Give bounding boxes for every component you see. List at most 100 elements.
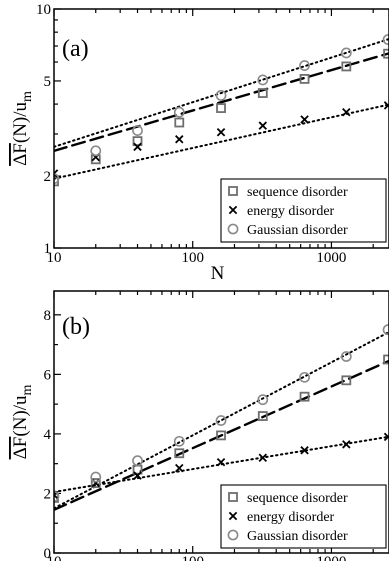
y-tick-label: 0 [44,546,52,561]
legend-marker [227,223,239,235]
x-tick-label: 10 [47,250,62,266]
data-point-stroke-b [133,471,142,480]
legend-entry: Gaussian disorder [247,529,348,544]
y-tick-label: 1 [44,241,52,257]
panel-label: (b) [62,314,90,340]
data-point [216,103,226,113]
data-point-stroke-b [342,107,351,117]
data-point [90,145,102,157]
data-point [173,106,185,118]
series-sequence-disorder [54,48,389,187]
legend-entry: sequence disorder [247,491,348,506]
plot-area [54,34,389,187]
data-point [299,391,310,402]
y-tick-label: 2 [44,169,52,185]
data-point [174,448,185,459]
legend-entry: sequence disorder [247,185,348,200]
data-point [257,411,268,421]
fit-line-dashed [54,52,389,153]
y-tick-label: 4 [44,427,52,443]
chart-panel-1: 10 100 1000 1 2 5 10 sequence disorder energy di… [10,2,389,284]
data-point [54,169,59,178]
data-point [133,142,142,152]
x-axis-label: N [211,263,225,284]
y-tick-label: 8 [44,308,52,324]
y-axis-label-overline: ΔF [10,437,31,460]
data-point-stroke-b [342,440,351,449]
data-point [215,90,227,101]
data-point [340,351,352,362]
x-tick-label: 1000 [316,554,346,561]
data-point [341,61,352,72]
data-point [216,457,226,467]
data-point-stroke-b [300,115,309,124]
data-point [340,47,352,59]
y-ticks [54,314,61,554]
legend-entry: energy disorder [247,204,335,219]
y-axis-label: ΔF(N)/um [10,91,35,166]
data-point [342,107,351,117]
legend-marker-stroke-b [228,511,238,521]
y-axis-label-sub: m [20,91,35,102]
series-energy-disorder [54,101,389,178]
data-point [382,34,389,45]
data-point-stroke-b [175,135,184,144]
y-axis-label-overline: ΔF [10,143,31,166]
plot-frame [53,290,389,554]
data-point-stroke-b [258,453,268,462]
data-point [300,115,309,124]
y-tick-label: 2 [44,486,52,502]
data-point-stroke-b [383,103,389,110]
data-point [90,478,101,488]
y-axis-label-main: (N)/u [10,101,31,143]
data-point [174,117,185,128]
data-point [383,101,389,110]
x-tick-label: 100 [181,250,204,266]
data-point [133,471,142,480]
data-point-stroke-b [175,463,184,473]
data-point [216,430,226,441]
y-axis-label-main: (N)/u [10,395,31,437]
data-point [257,74,269,86]
data-point [383,354,389,365]
data-point [383,432,389,442]
data-point [341,375,352,386]
fit-line-dotted [54,435,389,493]
series-energy-disorder [54,432,389,500]
data-point [383,48,389,59]
fit-line-dotted [54,37,389,148]
data-point-stroke-a [54,172,59,178]
data-point [173,435,185,447]
legend-marker [228,205,238,215]
series-Gaussian-disorder [54,324,389,502]
data-point [299,60,310,71]
data-point [132,455,143,467]
fit-line-dotted [54,103,389,180]
data-point [257,394,269,406]
x-tick-label: 10 [47,554,62,561]
y-axis-label-sub: m [20,384,35,395]
plot-frame [53,8,389,249]
legend-marker [227,529,239,541]
legend-box [220,484,387,549]
fit-line-dotted [54,330,389,510]
data-point [300,446,309,455]
data-point-stroke-b [300,446,309,455]
data-point [299,73,310,84]
data-point-stroke-b [216,457,226,467]
data-point-stroke-b [54,169,59,175]
plot-area [54,324,389,512]
data-point [215,415,227,426]
y-tick-label: 5 [44,74,52,90]
y-axis-label: ΔF(N)/um [10,384,35,459]
data-point [175,463,184,473]
legend-marker-stroke-b [228,205,238,215]
data-point [299,371,310,383]
x-tick-label: 1000 [316,250,346,266]
data-point-stroke-a [54,493,59,500]
data-point [132,136,143,147]
legend-marker [228,186,238,196]
data-point-stroke-b [133,142,142,152]
series-sequence-disorder [54,354,389,503]
